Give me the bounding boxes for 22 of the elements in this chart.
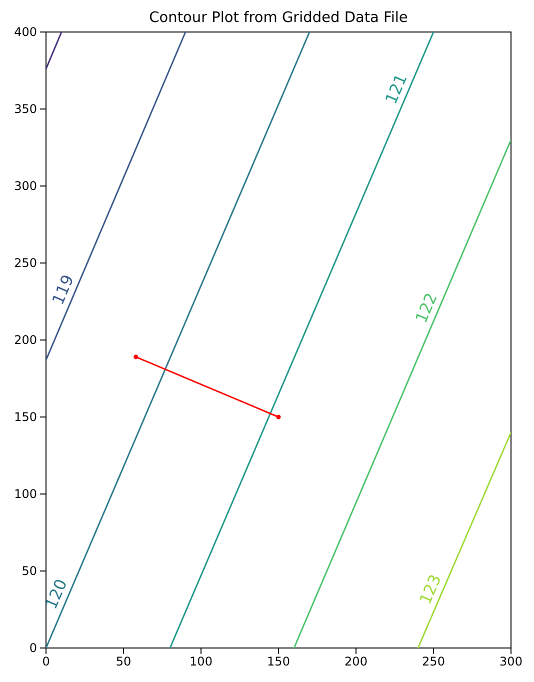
y-tick-label: 200	[14, 332, 37, 347]
y-tick-label: 350	[14, 102, 37, 116]
x-tick-label: 250	[422, 654, 445, 669]
chart-title: Contour Plot from Gridded Data File	[149, 10, 408, 26]
y-tick-label: 150	[14, 410, 37, 424]
text: 119	[48, 272, 78, 308]
y-tick-label: 0	[29, 640, 37, 655]
y-tick-label: 250	[14, 256, 37, 270]
y-tick-label: 50	[22, 564, 37, 578]
x-tick-label: 150	[267, 654, 290, 669]
x-tick-label: 100	[190, 654, 212, 669]
x-tick-label: 200	[344, 654, 368, 669]
x-tick-label: 300	[500, 654, 522, 669]
y-tick-label: 100	[14, 486, 37, 501]
text: 120	[41, 576, 71, 612]
text: 122	[411, 290, 441, 326]
x-tick-label: 50	[116, 654, 132, 669]
text: 121	[381, 71, 411, 107]
y-tick-label: 400	[14, 24, 37, 39]
x-tick-label: 0	[42, 654, 50, 669]
y-tick-label: 300	[14, 178, 37, 193]
text: 123	[415, 572, 446, 608]
